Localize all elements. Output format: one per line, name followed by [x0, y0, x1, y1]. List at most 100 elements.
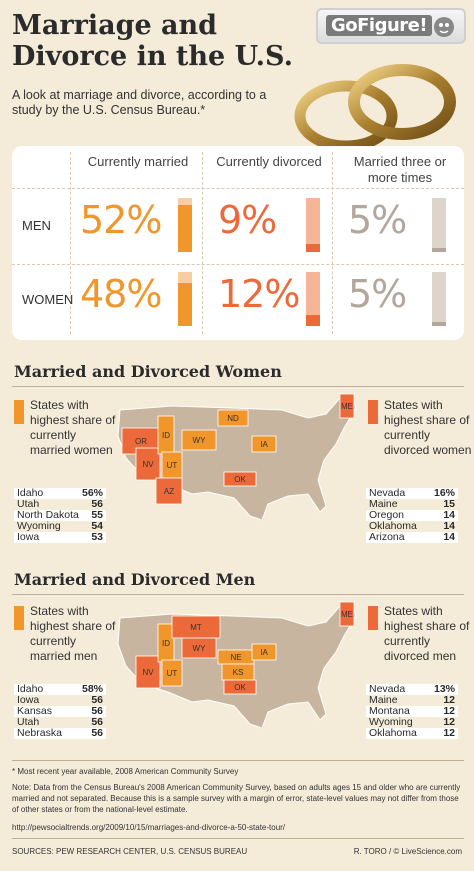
table-row: Nevada 13% — [366, 684, 458, 695]
state-value: 16% — [433, 487, 455, 499]
table-row: Wyoming 12 — [366, 717, 458, 728]
state-name: Iowa — [17, 694, 40, 706]
state-label: ID — [162, 431, 170, 440]
women-married-value: 48% — [80, 272, 162, 316]
table-row: Idaho 56% — [14, 488, 106, 499]
legend-swatch — [368, 400, 378, 424]
col-header-married: Currently married — [87, 154, 189, 169]
state-name: Kansas — [17, 705, 53, 717]
legend-text: States with highest share of currently d… — [384, 604, 470, 663]
state-label: ME — [341, 610, 353, 619]
stats-panel: Currently married Currently divorced Mar… — [12, 146, 464, 340]
divider — [12, 594, 464, 595]
divider — [12, 386, 464, 387]
state-name: Oregon — [369, 509, 405, 521]
us-map-women: OR NV ID WY UT AZ ND OK IA ME — [117, 393, 357, 521]
state-wy — [181, 637, 217, 659]
divider — [202, 152, 203, 334]
men-married-bar — [178, 198, 192, 252]
women-section-title: Married and Divorced Women — [14, 362, 282, 381]
state-name: Arizona — [369, 531, 405, 543]
col-header-divorced: Currently divorced — [216, 154, 322, 169]
state-name: Utah — [17, 498, 40, 510]
state-ut — [161, 659, 183, 687]
state-label: WY — [193, 436, 207, 445]
state-value: 56 — [91, 694, 103, 706]
state-value: 55 — [91, 509, 103, 521]
table-row: Iowa 56 — [14, 695, 106, 706]
divider — [332, 152, 333, 334]
state-label: OK — [234, 683, 246, 692]
men-married-value: 52% — [80, 198, 162, 242]
state-value: 56% — [81, 487, 103, 499]
state-value: 14 — [443, 531, 455, 543]
state-name: Nevada — [369, 487, 406, 499]
table-row: Arizona 14 — [366, 532, 458, 543]
state-ia — [251, 643, 277, 661]
state-value: 14 — [443, 520, 455, 532]
subtitle: A look at marriage and divorce, accordin… — [12, 88, 267, 117]
divider — [12, 760, 464, 761]
state-name: Idaho — [17, 683, 44, 695]
mascot-icon — [434, 17, 454, 37]
state-name: Wyoming — [369, 716, 413, 728]
table-row: Idaho 58% — [14, 684, 106, 695]
legend-swatch — [14, 400, 24, 424]
footnote-note: Note: Data from the Census Bureau's 2008… — [12, 783, 461, 814]
divider — [70, 152, 71, 334]
state-az — [155, 477, 183, 505]
state-ok — [223, 471, 257, 487]
state-label: ME — [341, 402, 353, 411]
state-name: Idaho — [17, 487, 44, 499]
state-nd — [217, 409, 249, 427]
row-label-men: MEN — [22, 218, 51, 233]
state-value: 12 — [443, 694, 455, 706]
page-title: Marriage and Divorce in the U.S. — [12, 10, 293, 72]
state-label: IA — [260, 440, 268, 449]
gofigure-logo-text: GoFigure! — [326, 15, 433, 36]
state-nv — [135, 447, 161, 481]
state-label: IA — [260, 648, 268, 657]
col-header-three-times: Married three or more times — [353, 154, 447, 185]
women-three-times-value: 5% — [348, 272, 407, 316]
men-divorced-value: 9% — [218, 198, 277, 242]
state-value: 54 — [91, 520, 103, 532]
table-row: Oklahoma 14 — [366, 521, 458, 532]
credit: R. TORO / © LiveScience.com — [353, 847, 462, 856]
table-row: Iowa 53 — [14, 532, 106, 543]
state-nv — [135, 655, 161, 689]
state-label: UT — [167, 461, 178, 470]
state-label: MT — [190, 623, 202, 632]
title-line-1: Marriage and — [12, 10, 218, 41]
state-name: Wyoming — [17, 520, 61, 532]
state-name: Montana — [369, 705, 410, 717]
state-value: 56 — [91, 716, 103, 728]
men-married-table: Idaho 58% Iowa 56 Kansas 56 Utah 56 Nebraska 56 — [14, 684, 106, 739]
table-row: Oregon 14 — [366, 510, 458, 521]
state-name: Nebraska — [17, 727, 62, 739]
women-divorced-value: 12% — [218, 272, 300, 316]
table-row: North Dakota 55 — [14, 510, 106, 521]
state-label: KS — [233, 668, 244, 677]
table-row: Kansas 56 — [14, 706, 106, 717]
state-label: NV — [142, 460, 154, 469]
state-name: Utah — [17, 716, 40, 728]
women-divorced-table: Nevada 16% Maine 15 Oregon 14 Oklahoma 14 Arizon… — [366, 488, 458, 543]
men-divorced-table: Nevada 13% Maine 12 Montana 12 Wyoming 12 Oklaho… — [366, 684, 458, 739]
sources: SOURCES: PEW RESEARCH CENTER, U.S. CENSU… — [12, 847, 248, 856]
state-label: OR — [135, 437, 147, 446]
state-value: 12 — [443, 716, 455, 728]
table-row: Maine 15 — [366, 499, 458, 510]
state-wy — [181, 429, 217, 451]
state-value: 56 — [91, 498, 103, 510]
table-row: Wyoming 54 — [14, 521, 106, 532]
table-row: Nebraska 56 — [14, 728, 106, 739]
state-label: NV — [142, 668, 154, 677]
table-row: Oklahoma 12 — [366, 728, 458, 739]
gofigure-logo: GoFigure! — [316, 8, 466, 44]
legend-swatch — [14, 606, 24, 630]
table-row: Utah 56 — [14, 499, 106, 510]
source-url-link[interactable]: http://pewsocialtrends.org/2009/10/15/ma… — [12, 823, 286, 832]
state-label: UT — [167, 669, 178, 678]
footnote-star: * Most recent year available, 2008 Ameri… — [12, 767, 239, 776]
